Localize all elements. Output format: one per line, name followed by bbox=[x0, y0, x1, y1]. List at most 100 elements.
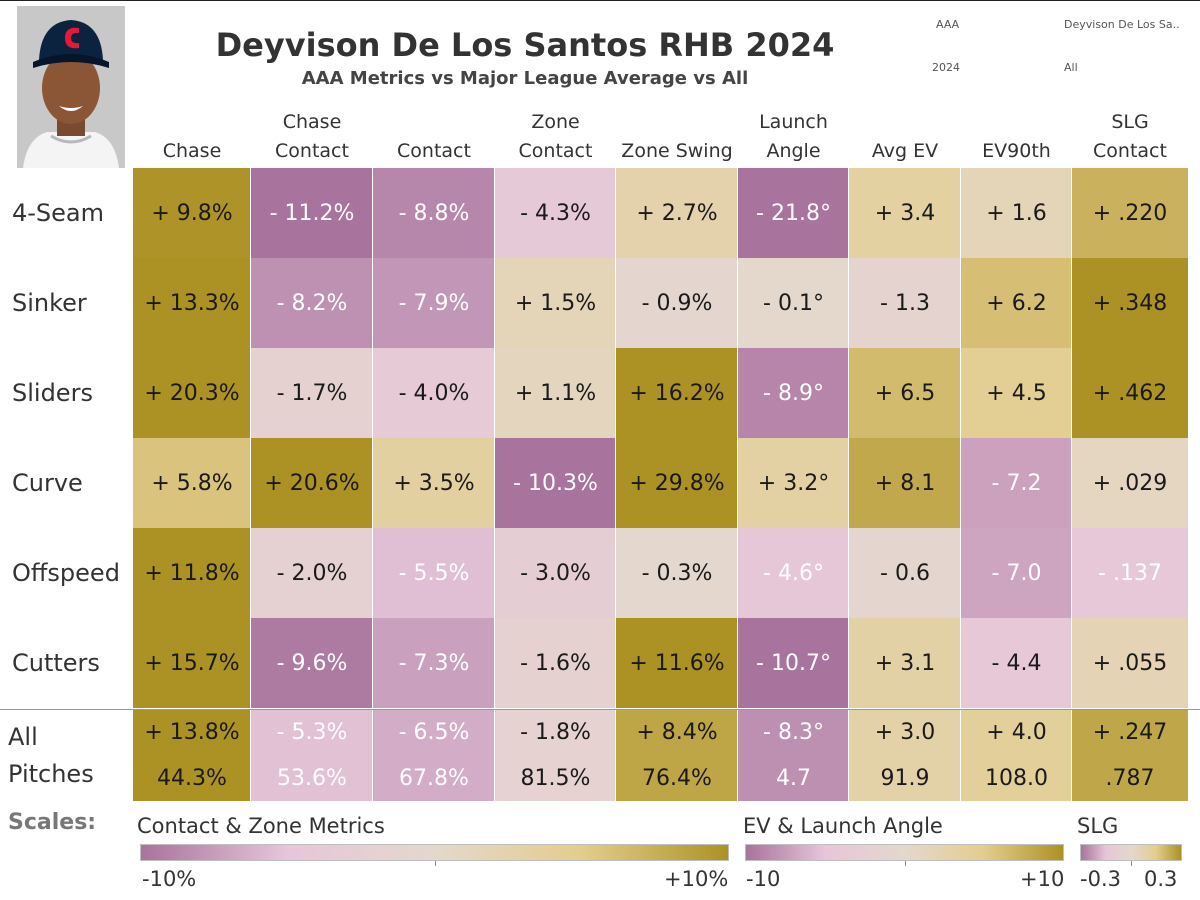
heatmap-cell[interactable]: + 15.7% bbox=[133, 618, 251, 708]
all-pitches-cell[interactable]: - 8.3° 4.7 bbox=[738, 710, 849, 801]
column-header: Zone Contact bbox=[495, 110, 616, 166]
heatmap-cell[interactable]: - 11.2% bbox=[251, 168, 373, 258]
all-pitches-cell[interactable]: + 4.0 108.0 bbox=[961, 710, 1072, 801]
player-filter[interactable]: Deyvison De Los Sa.. bbox=[1064, 18, 1180, 31]
legend-min-label: -10 bbox=[746, 867, 781, 891]
heatmap-cell[interactable]: - .137 bbox=[1072, 528, 1188, 618]
heatmap-cell[interactable]: + 16.2% bbox=[616, 348, 738, 438]
jersey-shape bbox=[23, 132, 119, 168]
heatmap-cell[interactable]: - 8.8% bbox=[373, 168, 495, 258]
column-separator bbox=[848, 168, 849, 801]
heatmap-cell[interactable]: - 21.8° bbox=[738, 168, 849, 258]
heatmap-cell[interactable]: - 7.9% bbox=[373, 258, 495, 348]
heatmap-cell[interactable]: - 0.1° bbox=[738, 258, 849, 348]
heatmap-cell[interactable]: + 3.4 bbox=[849, 168, 961, 258]
heatmap-cell[interactable]: + .348 bbox=[1072, 258, 1188, 348]
heatmap-cell[interactable]: + .055 bbox=[1072, 618, 1188, 708]
all-pitches-cell[interactable]: - 5.3% 53.6% bbox=[251, 710, 373, 801]
heatmap-cell[interactable]: + 11.6% bbox=[616, 618, 738, 708]
heatmap-cell[interactable]: + .462 bbox=[1072, 348, 1188, 438]
legend-title: EV & Launch Angle bbox=[743, 814, 943, 838]
all-pitches-total: 91.9 bbox=[880, 765, 930, 791]
heatmap-cell[interactable]: + 20.6% bbox=[251, 438, 373, 528]
heatmap-cell[interactable]: - 7.2 bbox=[961, 438, 1072, 528]
all-pitches-total: 53.6% bbox=[277, 765, 347, 791]
heatmap-cell[interactable]: + 1.6 bbox=[961, 168, 1072, 258]
heatmap-cell[interactable]: - 1.7% bbox=[251, 348, 373, 438]
all-pitches-total: 67.8% bbox=[399, 765, 469, 791]
heatmap-cell[interactable]: + 3.2° bbox=[738, 438, 849, 528]
heatmap-cell[interactable]: + 1.5% bbox=[495, 258, 616, 348]
column-header: Avg EV bbox=[849, 110, 961, 166]
all-pitches-cell[interactable]: + .247 .787 bbox=[1072, 710, 1188, 801]
heatmap-cell[interactable]: - 7.3% bbox=[373, 618, 495, 708]
heatmap-cell[interactable]: + 2.7% bbox=[616, 168, 738, 258]
column-header-text: Contact bbox=[518, 140, 593, 162]
heatmap-cell[interactable]: - 8.2% bbox=[251, 258, 373, 348]
top-border bbox=[0, 0, 1200, 1]
all-pitches-cell[interactable]: + 3.0 91.9 bbox=[849, 710, 961, 801]
heatmap-cell[interactable]: - 0.9% bbox=[616, 258, 738, 348]
all-pitches-diff: + 4.0 bbox=[986, 719, 1047, 745]
heatmap-cell[interactable]: - 10.3% bbox=[495, 438, 616, 528]
column-header: Chase Contact bbox=[251, 110, 373, 166]
heatmap-cell[interactable]: + 3.1 bbox=[849, 618, 961, 708]
heatmap-cell[interactable]: + 20.3% bbox=[133, 348, 251, 438]
pitch-group-filter[interactable]: All bbox=[1064, 61, 1078, 74]
heatmap-cell[interactable]: - 5.5% bbox=[373, 528, 495, 618]
player-headshot-image bbox=[17, 6, 125, 168]
all-pitches-total: 4.7 bbox=[776, 765, 811, 791]
all-pitches-total: 81.5% bbox=[520, 765, 591, 791]
heatmap-cell[interactable]: + 6.2 bbox=[961, 258, 1072, 348]
legend-center-tick bbox=[434, 861, 436, 866]
all-pitches-diff: + 8.4% bbox=[636, 719, 718, 745]
heatmap-cell[interactable]: + 4.5 bbox=[961, 348, 1072, 438]
heatmap-cell[interactable]: - 1.3 bbox=[849, 258, 961, 348]
column-header: Zone Swing bbox=[616, 110, 738, 166]
all-pitches-diff: + 3.0 bbox=[874, 719, 936, 745]
heatmap-cell[interactable]: - 3.0% bbox=[495, 528, 616, 618]
heatmap-cell[interactable]: + 1.1% bbox=[495, 348, 616, 438]
column-header-text: SLG bbox=[1111, 111, 1149, 133]
heatmap-cell[interactable]: - 2.0% bbox=[251, 528, 373, 618]
heatmap-cell[interactable]: - 1.6% bbox=[495, 618, 616, 708]
heatmap-cell[interactable]: - 4.4 bbox=[961, 618, 1072, 708]
heatmap-cell[interactable]: - 4.6° bbox=[738, 528, 849, 618]
all-pitches-diff: + .247 bbox=[1092, 719, 1168, 745]
heatmap-cell[interactable]: + 6.5 bbox=[849, 348, 961, 438]
heatmap-cell[interactable]: - 0.3% bbox=[616, 528, 738, 618]
level-filter[interactable]: AAA bbox=[936, 18, 960, 31]
all-pitches-cell[interactable]: + 13.8% 44.3% bbox=[133, 710, 251, 801]
all-pitches-label-text: All bbox=[8, 722, 38, 751]
heatmap-cell[interactable]: + .220 bbox=[1072, 168, 1188, 258]
heatmap-cell[interactable]: - 8.9° bbox=[738, 348, 849, 438]
heatmap-cell[interactable]: + 8.1 bbox=[849, 438, 961, 528]
heatmap-cell[interactable]: - 7.0 bbox=[961, 528, 1072, 618]
heatmap-cell[interactable]: + 5.8% bbox=[133, 438, 251, 528]
heatmap-cell[interactable]: - 4.3% bbox=[495, 168, 616, 258]
scales-label: Scales: bbox=[8, 810, 97, 835]
heatmap-cell[interactable]: - 4.0% bbox=[373, 348, 495, 438]
heatmap-cell[interactable]: + 9.8% bbox=[133, 168, 251, 258]
heatmap-cell[interactable]: - 10.7° bbox=[738, 618, 849, 708]
heatmap-cell[interactable]: + 29.8% bbox=[616, 438, 738, 528]
legend-title: SLG bbox=[1077, 814, 1119, 838]
heatmap-cell[interactable]: + 11.8% bbox=[133, 528, 251, 618]
heatmap-cell[interactable]: + .029 bbox=[1072, 438, 1188, 528]
heatmap-cell[interactable]: + 3.5% bbox=[373, 438, 495, 528]
column-separator bbox=[372, 168, 373, 801]
chart-subtitle: AAA Metrics vs Major League Average vs A… bbox=[301, 68, 749, 89]
all-pitches-cell[interactable]: + 8.4% 76.4% bbox=[616, 710, 738, 801]
all-pitches-diff: + 13.8% bbox=[144, 719, 240, 745]
column-header: Contact bbox=[373, 110, 495, 166]
legend-center-tick bbox=[1131, 861, 1132, 866]
heatmap-cell[interactable]: + 13.3% bbox=[133, 258, 251, 348]
legend-gradient-bar bbox=[1080, 844, 1182, 861]
heatmap-cell[interactable]: - 9.6% bbox=[251, 618, 373, 708]
heatmap-cell[interactable]: - 0.6 bbox=[849, 528, 961, 618]
all-pitches-cell[interactable]: - 6.5% 67.8% bbox=[373, 710, 495, 801]
legend-max-label: 0.3 bbox=[1144, 867, 1178, 891]
all-pitches-cell[interactable]: - 1.8% 81.5% bbox=[495, 710, 616, 801]
year-filter[interactable]: 2024 bbox=[932, 61, 960, 74]
